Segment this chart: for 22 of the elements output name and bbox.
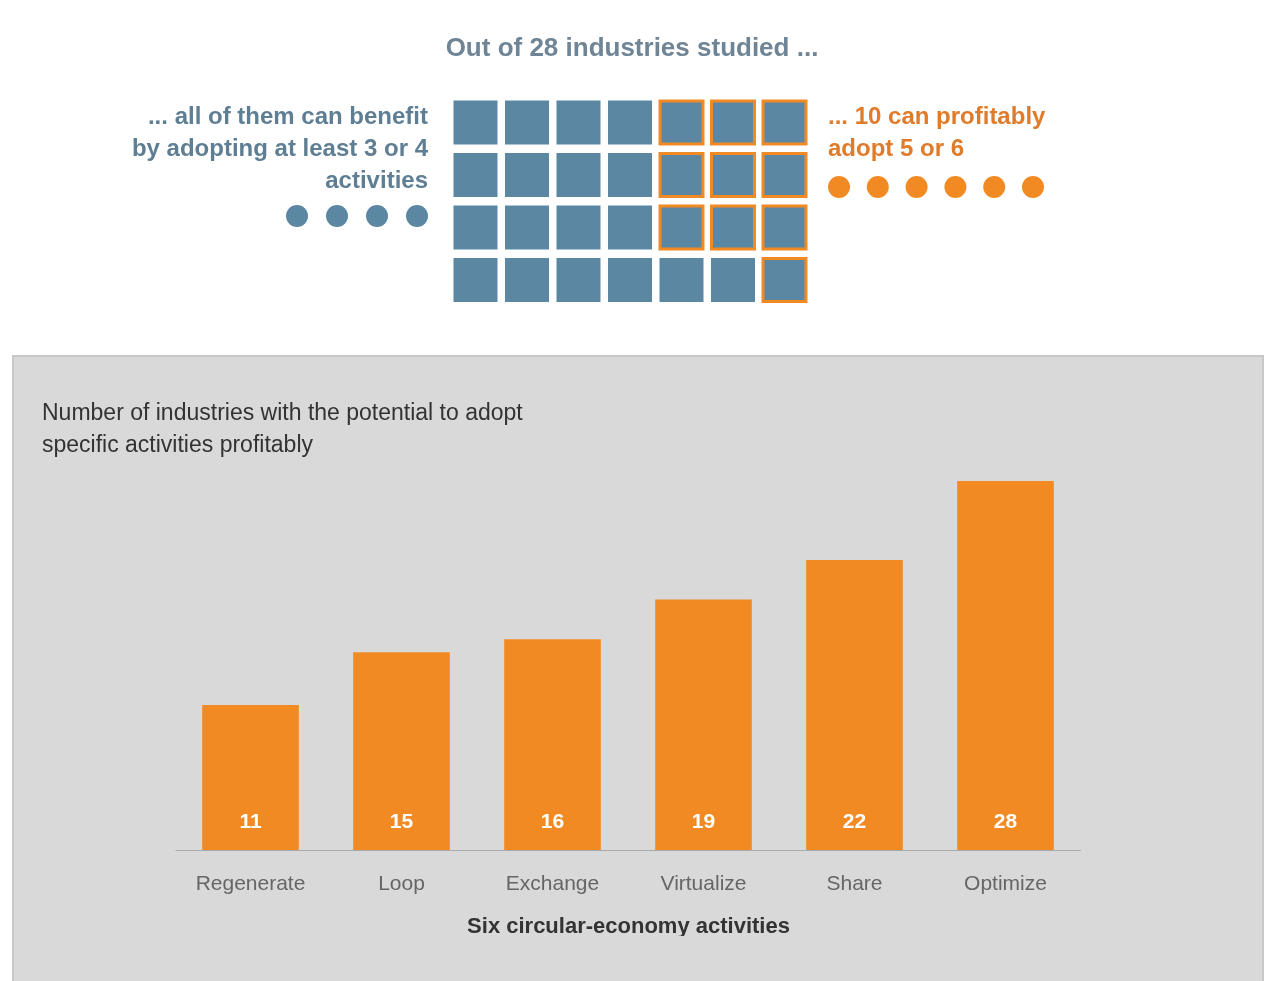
x-tick-label: Regenerate <box>195 870 306 894</box>
data-label: 19 <box>691 809 716 832</box>
x-tick-label: Loop <box>378 870 425 894</box>
bar <box>806 560 903 850</box>
bar <box>957 481 1054 850</box>
x-tick-label: Virtualize <box>660 870 747 894</box>
bar <box>655 599 752 850</box>
chart-title: Number of industries with the potential to adopt specific activities profitably <box>42 398 524 459</box>
text: ... all of them can benefit by adopting at least 3 or 4 activities <box>130 101 428 195</box>
x-tick-label: Share <box>826 870 883 894</box>
data-label: 15 <box>389 809 414 832</box>
x-tick-label: Exchange <box>505 870 600 894</box>
x-tick-label: Optimize <box>964 870 1047 894</box>
text: ... 10 can profitably adopt 5 or 6 <box>828 101 1047 163</box>
data-label: 22 <box>842 809 867 832</box>
data-label: 11 <box>239 809 262 832</box>
text: Out of 28 industries studied ... <box>444 32 820 63</box>
data-label: 16 <box>540 809 565 832</box>
bar <box>202 705 299 850</box>
bar <box>353 652 450 850</box>
data-label: 28 <box>993 809 1018 832</box>
bar <box>504 639 601 850</box>
